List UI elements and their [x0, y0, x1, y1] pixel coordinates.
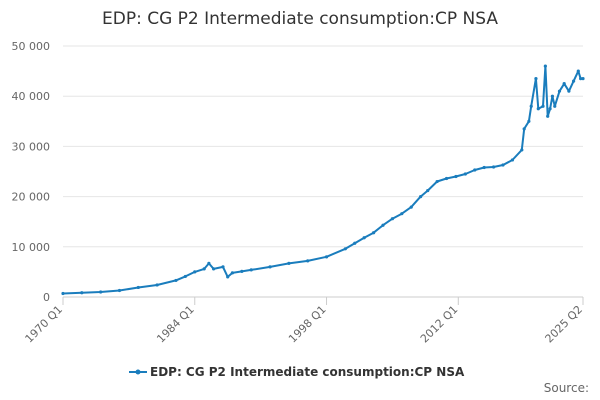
- x-tick-label: 1998 Q1: [286, 303, 329, 346]
- data-point: [226, 275, 230, 279]
- source-label: Source:: [544, 381, 589, 395]
- x-tick-label: 1970 Q1: [23, 303, 66, 346]
- data-point: [562, 82, 566, 86]
- series-line: [62, 65, 583, 295]
- data-point: [546, 114, 550, 118]
- data-point: [581, 77, 585, 81]
- data-point: [268, 265, 272, 269]
- x-axis: 1970 Q1 1984 Q1 1998 Q1 2012 Q1 2025 Q2: [23, 297, 586, 346]
- x-tick-label: 2012 Q1: [418, 303, 461, 346]
- data-point: [221, 265, 225, 269]
- data-point: [249, 268, 253, 272]
- data-point: [61, 291, 65, 296]
- data-point: [117, 288, 122, 293]
- data-point: [501, 163, 505, 167]
- chart-title: EDP: CG P2 Intermediate consumption:CP N…: [102, 9, 498, 29]
- data-point: [454, 174, 458, 179]
- data-point: [400, 212, 404, 216]
- legend-label: EDP: CG P2 Intermediate consumption:CP N…: [150, 365, 465, 379]
- data-point: [576, 69, 580, 73]
- data-point: [548, 107, 552, 111]
- data-point: [174, 278, 178, 283]
- data-point: [80, 291, 84, 295]
- y-tick-label: 0: [43, 291, 50, 304]
- data-point: [362, 236, 366, 240]
- legend[interactable]: EDP: CG P2 Intermediate consumption:CP N…: [129, 365, 465, 379]
- data-point: [529, 104, 533, 108]
- y-axis: 0 10 000 20 000 30 000 40 000 50 000: [12, 40, 51, 304]
- data-point: [390, 217, 395, 221]
- data-point: [520, 148, 524, 152]
- data-point: [463, 172, 467, 176]
- x-tick-label: 2025 Q2: [543, 303, 586, 346]
- data-point: [567, 89, 571, 93]
- data-point: [473, 168, 477, 172]
- data-point: [211, 267, 216, 271]
- data-point: [541, 104, 545, 108]
- data-point: [553, 104, 557, 108]
- data-point: [482, 165, 486, 170]
- data-point: [193, 270, 197, 274]
- data-point: [527, 119, 531, 123]
- grid: [63, 45, 583, 248]
- legend-marker: [135, 369, 141, 375]
- y-tick-label: 20 000: [12, 191, 51, 204]
- data-point: [409, 205, 413, 209]
- data-point: [536, 107, 540, 111]
- data-point: [381, 223, 385, 227]
- data-point: [522, 127, 526, 131]
- data-point: [136, 285, 140, 290]
- data-point: [343, 247, 347, 251]
- data-point: [426, 188, 430, 193]
- data-point: [557, 89, 562, 93]
- data-point: [207, 261, 211, 265]
- data-point: [579, 77, 583, 81]
- data-point: [510, 158, 515, 162]
- data-point: [371, 231, 376, 235]
- data-point: [534, 77, 538, 81]
- data-point: [306, 259, 310, 263]
- data-point: [571, 79, 576, 83]
- series-group: [61, 64, 585, 296]
- data-point: [99, 290, 103, 294]
- x-tick-label: 1984 Q1: [154, 303, 197, 346]
- data-point: [202, 267, 206, 271]
- data-point: [419, 195, 423, 199]
- data-point: [240, 269, 244, 273]
- data-point: [444, 176, 449, 181]
- data-point: [183, 274, 187, 279]
- y-tick-label: 30 000: [12, 140, 51, 153]
- data-point: [353, 241, 357, 245]
- data-point: [287, 261, 291, 265]
- y-tick-label: 50 000: [12, 40, 51, 53]
- data-point: [550, 94, 555, 98]
- y-tick-label: 40 000: [12, 90, 51, 103]
- y-tick-label: 10 000: [12, 241, 51, 254]
- data-point: [155, 283, 159, 287]
- data-point: [491, 165, 496, 169]
- data-point: [230, 271, 235, 275]
- data-point: [435, 179, 439, 184]
- data-point: [324, 255, 329, 259]
- data-point: [543, 64, 547, 68]
